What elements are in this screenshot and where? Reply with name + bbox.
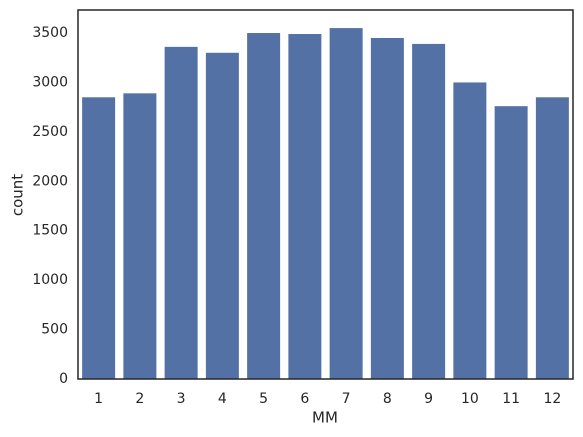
x-tick-label: 7 (342, 391, 351, 407)
bar (205, 52, 239, 379)
bar (370, 37, 404, 380)
bar (123, 93, 157, 380)
x-tick-label: 11 (502, 391, 520, 407)
bar (412, 43, 446, 379)
bar (494, 106, 528, 380)
y-tick-label: 500 (41, 322, 68, 338)
y-tick-label: 2000 (32, 173, 68, 189)
x-tick-label: 8 (383, 391, 392, 407)
y-tick-label: 1500 (32, 223, 68, 239)
x-tick-label: 10 (461, 391, 479, 407)
y-tick-label: 0 (59, 371, 68, 387)
bar (453, 82, 487, 380)
x-tick-label: 9 (424, 391, 433, 407)
bar (288, 34, 322, 380)
x-axis-label: MM (312, 409, 338, 427)
y-tick-label: 3500 (32, 25, 68, 41)
x-tick-label: 3 (177, 391, 186, 407)
x-tick-label: 5 (259, 391, 268, 407)
y-tick-label: 2500 (32, 124, 68, 140)
bar (329, 28, 363, 380)
x-tick-label: 2 (135, 391, 144, 407)
bar (82, 97, 116, 379)
axes-frame (77, 9, 574, 380)
x-tick-label: 6 (300, 391, 309, 407)
y-tick-label: 1000 (32, 272, 68, 288)
bar (535, 97, 569, 379)
x-tick-label: 12 (543, 391, 561, 407)
bar (164, 46, 198, 379)
x-tick-label: 1 (94, 391, 103, 407)
x-tick-label: 4 (218, 391, 227, 407)
y-axis-label: count (9, 174, 27, 216)
y-tick-label: 3000 (32, 74, 68, 90)
bar (247, 33, 281, 379)
